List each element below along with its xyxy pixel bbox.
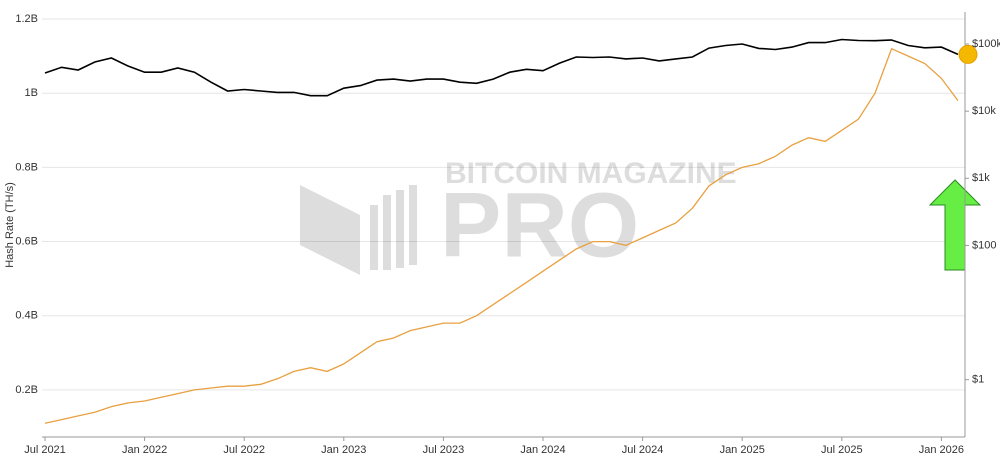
watermark-top: BITCOIN MAGAZINE	[445, 157, 737, 190]
x-tick-label: Jan 2022	[122, 444, 167, 456]
watermark: BITCOIN MAGAZINE PRO	[300, 157, 737, 276]
x-tick-label: Jul 2024	[622, 444, 664, 456]
last-point-marker	[958, 44, 978, 64]
y-tick-label: 1B	[25, 87, 38, 99]
arrow	[928, 179, 982, 271]
y2-tick-label: $100k	[972, 38, 1000, 50]
x-tick-label: Jul 2021	[24, 444, 66, 456]
y-axis-label: Hash Rate (TH/s)	[4, 182, 16, 268]
y2-tick-label: $1k	[972, 172, 990, 184]
y2-tick-label: $100	[972, 239, 996, 251]
series-line	[44, 47, 959, 424]
x-tick-label: Jul 2022	[223, 444, 265, 456]
x-tick-label: Jul 2023	[423, 444, 465, 456]
x-tick-label: Jan 2025	[720, 444, 765, 456]
x-tick-label: Jan 2024	[520, 444, 565, 456]
watermark-main: PRO	[440, 174, 639, 276]
y-tick-label: 0.4B	[15, 310, 38, 322]
x-tick-label: Jan 2026	[919, 444, 964, 456]
x-tick-label: Jul 2025	[821, 444, 863, 456]
y2-tick-label: $10k	[972, 105, 996, 117]
y-tick-label: 0.8B	[15, 161, 38, 173]
watermark-logo	[300, 185, 417, 275]
y-tick-label: 0.6B	[15, 235, 38, 247]
x-tick-label: Jan 2023	[321, 444, 366, 456]
series-line	[44, 38, 959, 97]
y-tick-label: 0.2B	[15, 384, 38, 396]
y-tick-label: 1.2B	[15, 13, 38, 25]
y2-tick-label: $1	[972, 374, 984, 386]
